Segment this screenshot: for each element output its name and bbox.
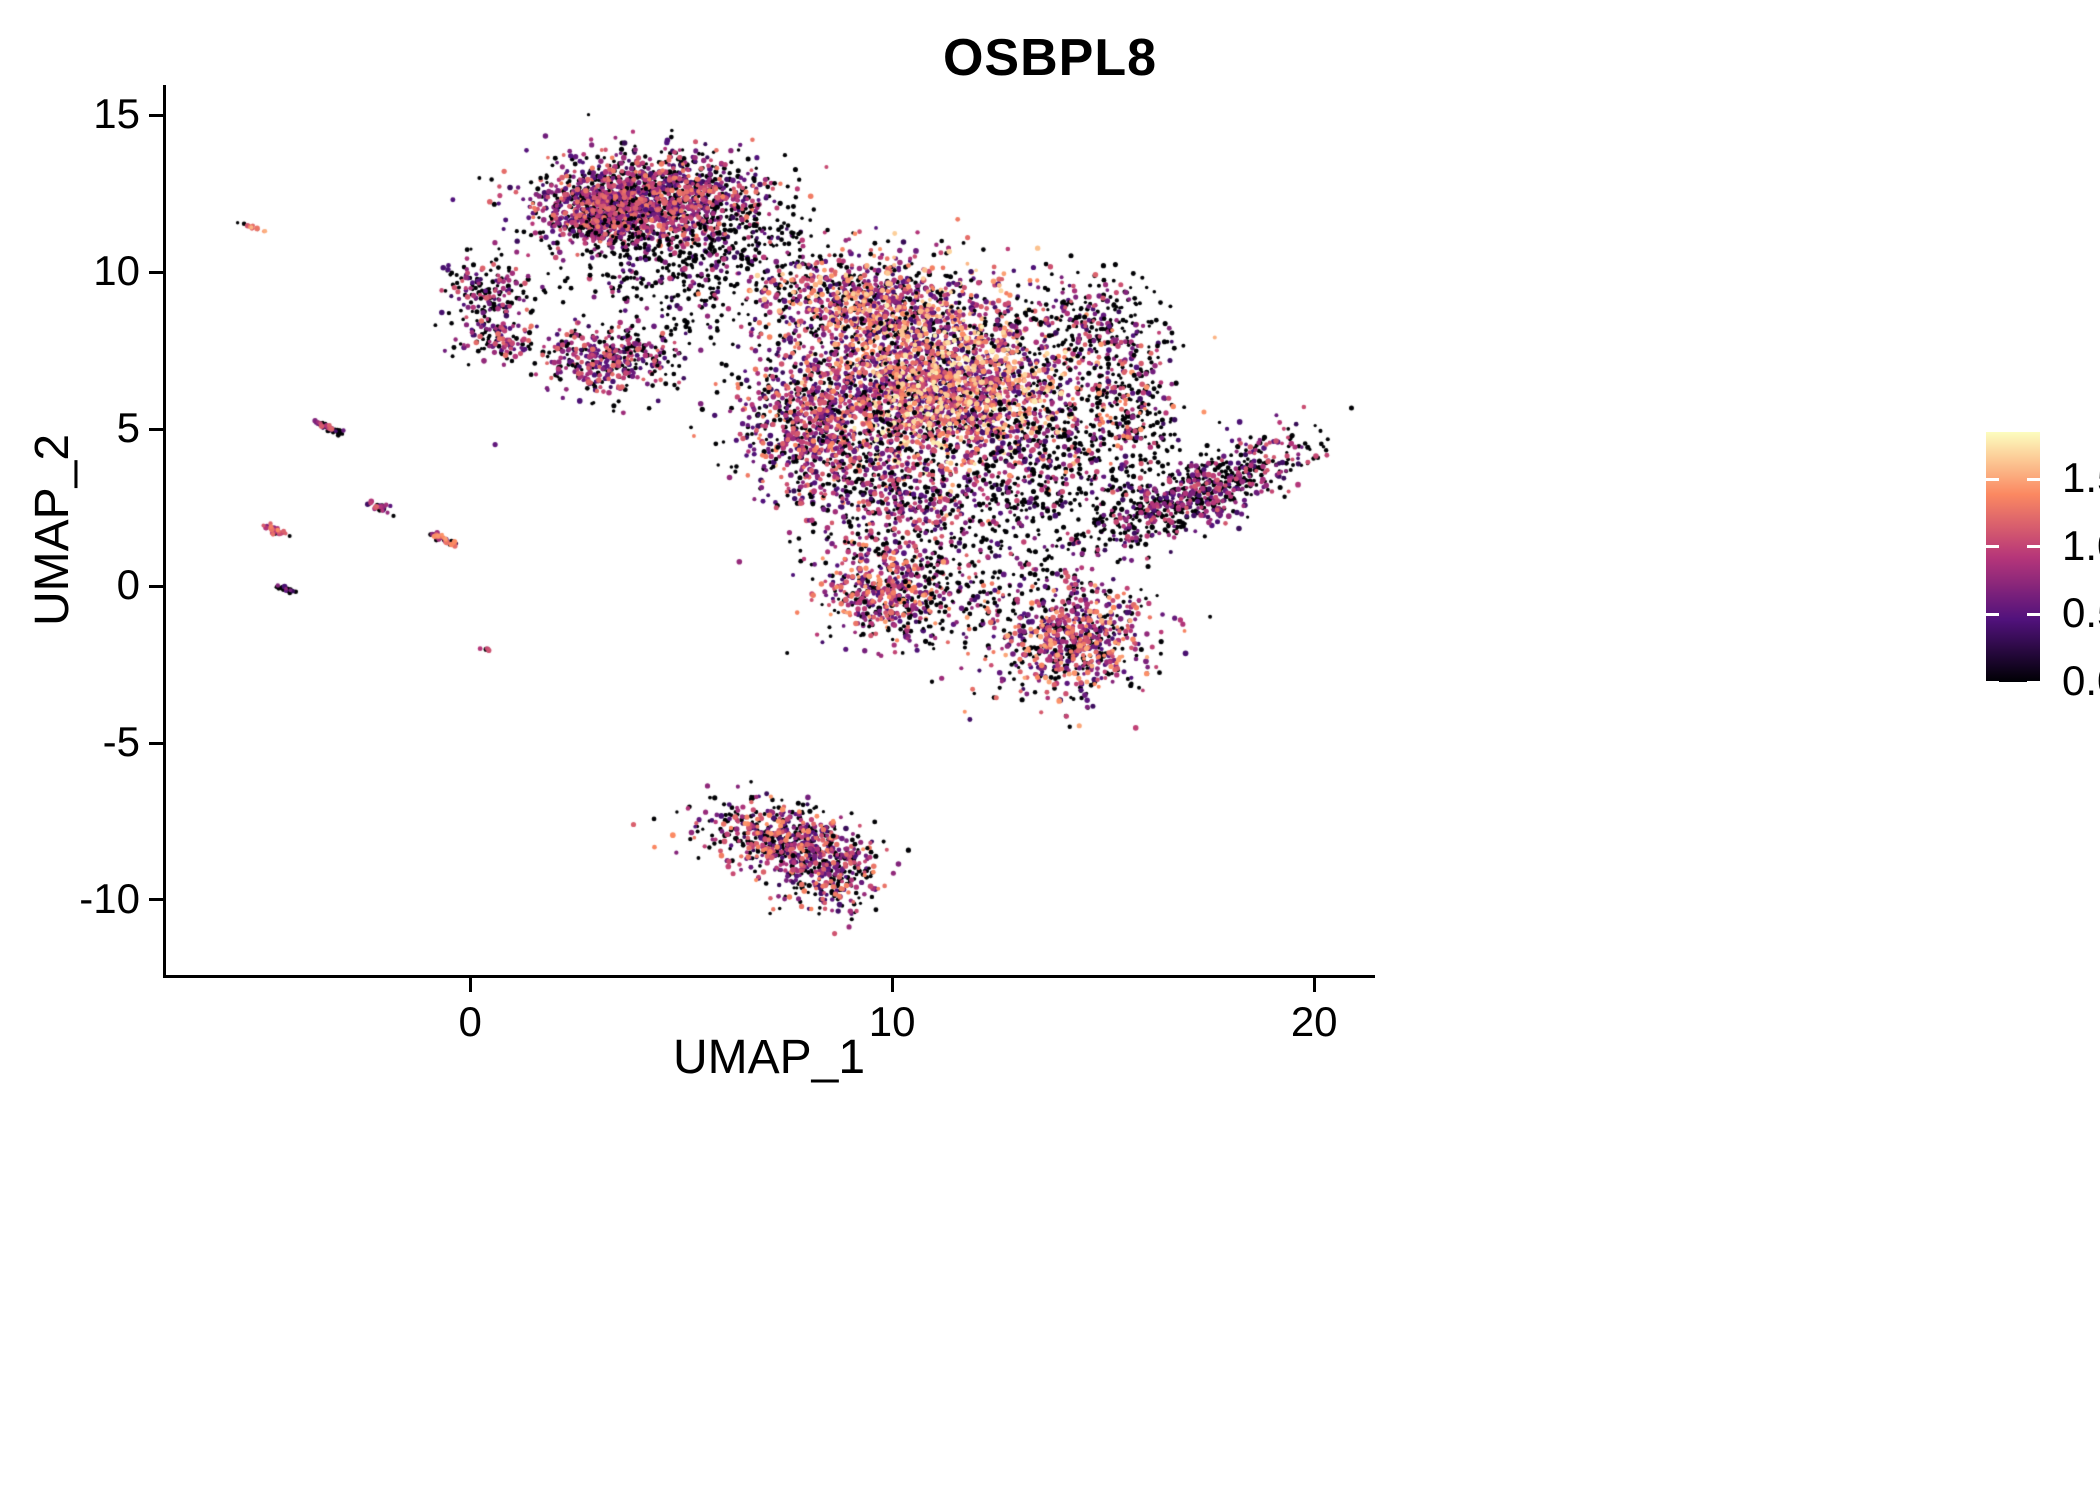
y-tick-mark: [149, 741, 163, 745]
colorbar-tick-mark: [1986, 545, 1999, 549]
y-tick-label: 0: [116, 561, 140, 609]
x-tick-label: 20: [1290, 998, 1338, 1045]
y-axis-label: UMAP_2: [26, 433, 79, 627]
plot-title: OSBPL8: [942, 29, 1158, 87]
y-tick-label: 10: [93, 247, 140, 295]
colorbar-tick-mark: [2027, 612, 2040, 616]
colorbar-tick-label: 1.5: [2062, 454, 2100, 502]
y-tick-label: 15: [93, 90, 140, 138]
x-axis-line: [163, 975, 1375, 978]
colorbar-tick-mark: [2027, 680, 2040, 684]
colorbar-tick-mark: [2027, 477, 2040, 481]
y-tick-mark: [149, 584, 163, 588]
colorbar-tick-mark: [1986, 612, 1999, 616]
colorbar-tick-mark: [2027, 545, 2040, 549]
y-tick-label: -5: [102, 718, 140, 765]
y-tick-mark: [149, 270, 163, 274]
y-tick-label: -10: [79, 874, 140, 922]
colorbar-tick-label: 0.5: [2062, 589, 2100, 637]
colorbar-legend: [1986, 432, 2040, 684]
y-tick-mark: [149, 898, 163, 902]
colorbar-tick-label: 1.0: [2062, 521, 2100, 569]
y-tick-label: 5: [116, 404, 140, 452]
x-tick-label: 10: [868, 998, 916, 1045]
x-tick-label: 0: [458, 998, 482, 1045]
x-tick-mark: [1312, 978, 1316, 992]
colorbar-gradient: [1986, 432, 2040, 682]
y-axis-line: [163, 85, 166, 978]
colorbar-tick-label: 0.0: [2062, 657, 2100, 704]
y-tick-mark: [149, 113, 163, 117]
x-tick-mark: [890, 978, 894, 992]
x-axis-label: UMAP_1: [672, 1031, 866, 1084]
colorbar-tick-mark: [1986, 477, 1999, 481]
x-tick-mark: [468, 978, 472, 992]
colorbar-tick-mark: [1986, 680, 1999, 684]
y-tick-mark: [149, 427, 163, 431]
